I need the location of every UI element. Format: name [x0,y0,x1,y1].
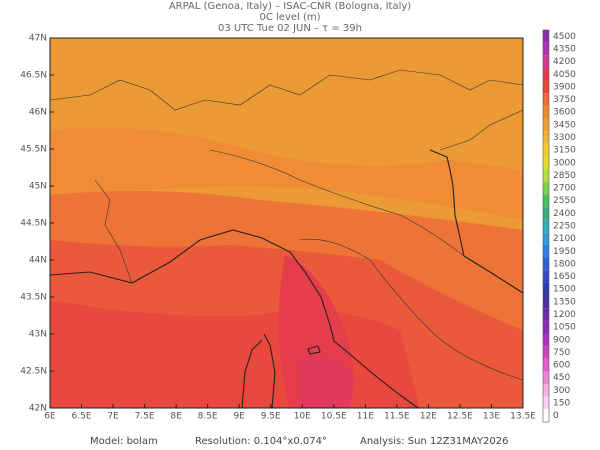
colorbar-label: 2250 [553,222,576,232]
lon-label: 13E [483,412,500,422]
colorbar-label: 3150 [553,146,576,156]
colorbar-label: 1200 [553,310,576,320]
lat-label: 45.5N [20,145,47,155]
colorbar-label: 1500 [553,285,576,295]
lat-label: 43.5N [20,293,47,303]
lat-label: 46N [29,108,47,118]
lon-label: 9.5E [261,412,281,422]
colorbar-label: 2550 [553,196,576,206]
colorbar-label: 3450 [553,120,576,130]
lon-label: 8E [170,412,182,422]
colorbar-swatch [543,396,549,410]
colorbar-label: 3600 [553,108,576,118]
colorbar-swatch [543,295,549,309]
lon-label: 12E [420,412,437,422]
colorbar-swatch [543,346,549,359]
lon-label: 8.5E [198,412,218,422]
lon-label: 11E [357,412,374,422]
colorbar-swatch [543,42,549,56]
colorbar-label: 4500 [553,32,576,42]
colorbar-label: 750 [553,348,570,358]
colorbar-swatch [543,143,549,157]
colorbar-swatch [543,67,549,81]
header-line: 0C level (m) [259,12,320,23]
colorbar-swatch [543,80,549,94]
lat-label: 45N [29,182,47,192]
lon-label: 6E [44,412,56,422]
colorbar-label: 450 [553,373,570,383]
colorbar-swatch [543,194,549,208]
colorbar-swatch [543,105,549,119]
lat-label: 42N [29,404,47,414]
colorbar-swatch [543,131,549,144]
colorbar-label: 3750 [553,95,576,105]
colorbar-label: 1350 [553,297,576,307]
lon-label: 6.5E [72,412,92,422]
header-line: 03 UTC Tue 02 JUN – τ = 39h [218,23,362,34]
colorbar-swatch [543,409,549,422]
colorbar-swatch [543,219,549,233]
colorbar-label: 1950 [553,247,576,257]
colorbar-label: 3300 [553,133,576,143]
colorbar-label: 2400 [553,209,576,219]
colorbar-swatch [543,320,549,334]
lon-label: 7E [107,412,119,422]
colorbar-label: 3000 [553,158,576,168]
colorbar-label: 2700 [553,184,576,194]
footer-resolution: Resolution: 0.104°x0.074° [195,436,327,447]
colorbar-swatch [543,282,549,296]
colorbar-label: 4200 [553,57,576,67]
lon-label: 7.5E [135,412,155,422]
lat-label: 42.5N [20,367,47,377]
colorbar-swatch [543,232,549,245]
colorbar-swatch [543,30,549,43]
colorbar-swatch [543,207,549,220]
colorbar-label: 4050 [553,70,576,80]
colorbar-label: 0 [553,411,559,421]
colorbar-label: 1050 [553,323,576,333]
colorbar-swatch [543,257,549,271]
colorbar-label: 150 [553,399,570,409]
colorbar-swatch [543,169,549,182]
header-line: ARPAL (Genoa, Italy) – ISAC-CNR (Bologna… [169,1,411,12]
map-field [50,38,523,408]
colorbar-swatch [543,181,549,195]
colorbar-label: 3900 [553,82,576,92]
colorbar-label: 600 [553,361,570,371]
colorbar-swatch [543,371,549,385]
colorbar-swatch [543,358,549,372]
colorbar-label: 1800 [553,259,576,269]
lon-label: 9E [233,412,245,422]
colorbar-label: 900 [553,335,570,345]
lon-label: 12.5E [447,412,473,422]
colorbar-label: 1650 [553,272,576,282]
colorbar-label: 2850 [553,171,576,181]
colorbar-swatch [543,308,549,321]
colorbar-swatch [543,93,549,106]
footer-analysis: Analysis: Sun 12Z31MAY2026 [360,436,509,447]
lat-label: 44N [29,256,47,266]
lat-label: 43N [29,330,47,340]
colorbar-frame [542,29,550,423]
colorbar-swatch [543,384,549,397]
colorbar-swatch [543,270,549,283]
lon-label: 13.5E [510,412,536,422]
colorbar-swatch [543,118,549,132]
colorbar-label: 4350 [553,44,576,54]
footer-model: Model: bolam [90,436,158,447]
colorbar-label: 2100 [553,234,576,244]
lon-label: 10.5E [321,412,347,422]
colorbar-swatch [543,55,549,68]
lat-label: 46.5N [20,71,47,81]
colorbar: 4500435042004050390037503600345033003150… [542,29,576,423]
colorbar-swatch [543,156,549,170]
lon-label: 11.5E [384,412,410,422]
colorbar-swatch [543,333,549,347]
lon-label: 10E [294,412,311,422]
lat-label: 44.5N [20,219,47,229]
colorbar-swatch [543,244,549,258]
lat-label: 47N [29,34,47,44]
colorbar-label: 300 [553,386,570,396]
